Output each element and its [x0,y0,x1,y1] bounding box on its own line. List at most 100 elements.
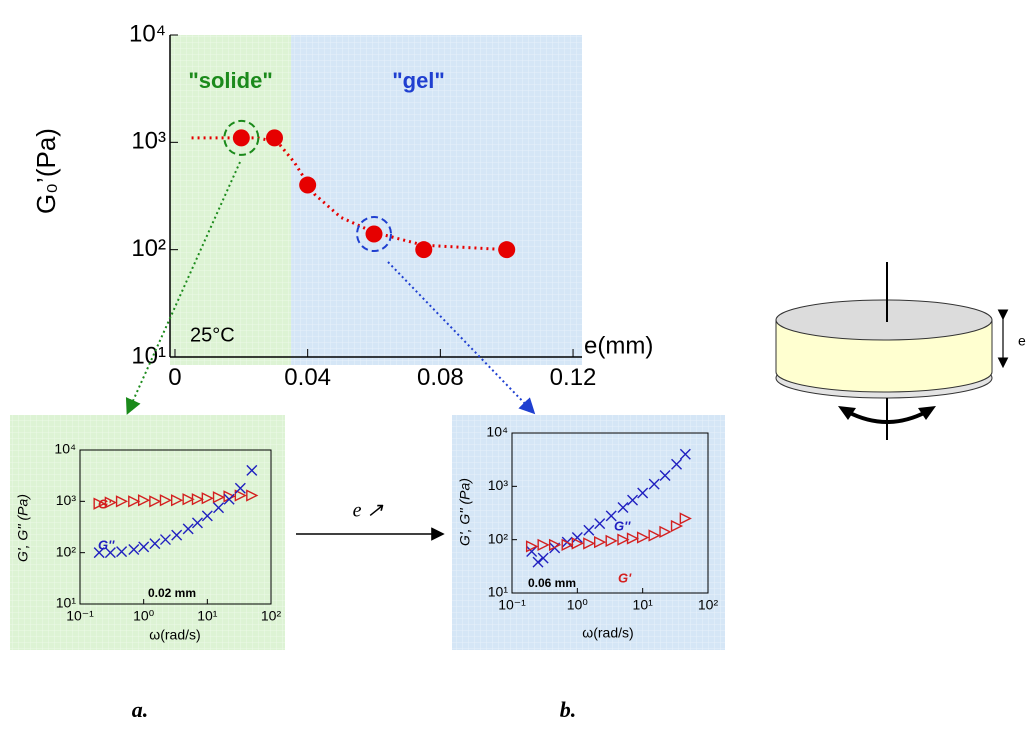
y-tick-label: 10² [131,235,166,262]
y-tick-label: 10² [56,543,77,559]
marker [191,517,203,529]
gap-label: e [1018,333,1026,349]
marker [170,494,184,507]
marker [583,524,595,536]
x-axis-label: ω(rad/s) [582,625,633,641]
y-tick-label: 10³ [131,128,166,155]
x-tick-label: 10⁰ [567,596,589,612]
marker [234,489,247,502]
marker [605,510,617,522]
marker [671,458,683,470]
marker [182,523,194,535]
marker [583,537,596,550]
marker [594,518,606,530]
y-tick-label: 10⁴ [129,20,166,47]
marker [525,540,539,553]
plate-diagram: e [775,262,1026,440]
x-tick-label: 10² [698,596,719,612]
panel-label: b. [560,697,577,722]
marker [116,546,128,558]
marker [679,448,691,460]
marker [617,533,630,546]
y-axis-label: G', G'' (Pa) [15,494,31,562]
x-tick-label: 10² [261,607,282,623]
marker [648,529,661,542]
marker [537,538,550,551]
marker [159,534,171,546]
marker [561,538,574,551]
point [232,129,250,147]
marker [201,492,214,505]
marker [201,510,213,522]
point [265,129,283,147]
marker [128,544,140,556]
marker [128,495,141,508]
marker [149,495,162,508]
annotation: 0.02 mm [148,586,196,600]
point [365,225,383,243]
marker [648,478,660,490]
marker [171,529,183,541]
marker [234,482,246,494]
marker [137,494,151,507]
marker [637,487,649,499]
grid-pattern [452,415,725,650]
plot-frame [79,449,272,605]
marker [213,502,225,514]
series-label: G' [98,496,112,511]
marker [571,537,584,550]
marker [526,546,538,557]
y-tick-label: 10³ [488,477,509,493]
y-tick-label: 10² [488,530,509,546]
series-label: G'' [614,518,631,533]
top-plate [775,299,993,341]
x-tick-label: 0.04 [284,364,331,391]
marker [191,493,205,506]
marker [93,547,105,559]
y-tick-label: 10⁴ [54,441,76,457]
x-axis-label: ω(rad/s) [149,627,200,643]
series-label: G'' [98,537,115,552]
y-axis-label: G', G'' (Pa) [457,478,473,546]
rotation-arrow [847,410,927,424]
marker [670,519,684,533]
highlight-circle [223,119,260,156]
region-label: "gel" [392,68,445,93]
marker [679,512,692,525]
marker [617,502,629,514]
x-axis-label: e(mm) [584,332,653,359]
marker [626,532,640,545]
marker [104,496,117,509]
marker [636,531,650,544]
point [498,241,516,259]
marker [159,494,173,507]
marker [223,493,235,505]
x-tick-label: 10⁻¹ [498,596,526,612]
x-tick-label: 0.08 [417,364,464,391]
plot-frame [511,432,709,594]
x-tick-label: 0.12 [550,364,597,391]
marker [138,541,150,553]
x-tick-label: 10⁰ [133,607,155,623]
marker [548,538,562,551]
series-label: G' [618,570,632,585]
marker [594,535,607,549]
marker [149,538,161,550]
y-tick-label: 10³ [56,492,77,508]
rotation-arrowhead [838,406,936,420]
region-label: "solide" [188,68,272,93]
x-tick-label: 0 [168,364,181,391]
marker [104,547,116,559]
marker [537,552,549,564]
marker [532,556,544,568]
y-axis-label: G₀’(Pa) [31,128,61,214]
x-tick-label: 10¹ [633,596,654,612]
annotation: 0.06 mm [528,576,576,590]
grid-pattern [170,35,582,365]
grid-pattern [10,415,285,650]
y-tick-label: 10¹ [131,342,166,369]
point [415,241,433,259]
fit-line [191,136,507,252]
y-tick-label: 10¹ [56,595,77,611]
